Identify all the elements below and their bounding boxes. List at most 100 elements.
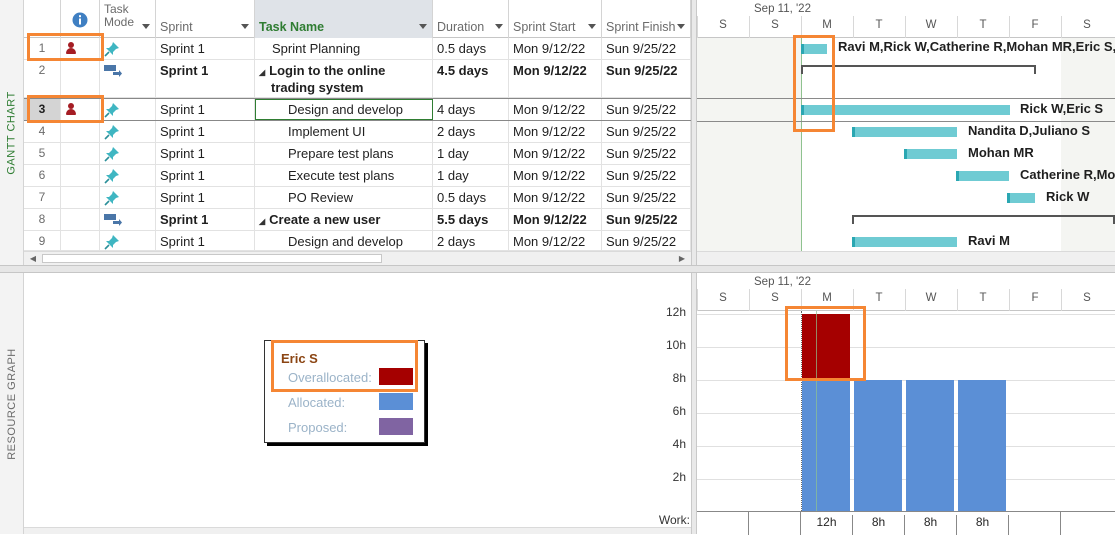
table-row[interactable]: 5 Sprint 1 Prepare test plans 1 day Mon 9/12… [24, 143, 691, 165]
overallocated-bar[interactable] [802, 314, 850, 380]
summary-bar[interactable] [801, 65, 1036, 74]
task-bar[interactable] [852, 127, 957, 137]
duration-cell[interactable]: 1 day [433, 143, 509, 164]
sprint-start-cell[interactable]: Mon 9/12/22 [509, 60, 602, 97]
duration-cell[interactable]: 0.5 days [433, 38, 509, 59]
table-row[interactable]: 1 Sprint 1 Sprint Planning 0.5 days Mon 9/12… [24, 38, 691, 60]
task-bar[interactable] [852, 237, 957, 247]
table-row[interactable]: 6 Sprint 1 Execute test plans 1 day Mon 9/12… [24, 165, 691, 187]
sprint-cell[interactable]: Sprint 1 [156, 143, 255, 164]
duration-cell[interactable]: 2 days [433, 121, 509, 142]
sprint-cell[interactable]: Sprint 1 [156, 209, 255, 230]
sprint-cell[interactable]: Sprint 1 [156, 231, 255, 250]
sprint-start-cell[interactable]: Mon 9/12/22 [509, 187, 602, 208]
sprint-cell[interactable]: Sprint 1 [156, 38, 255, 59]
overallocated-resource-icon[interactable] [65, 103, 77, 115]
gantt-chart-area[interactable]: Ravi M,Rick W,Catherine R,Mohan MR,Eric … [697, 38, 1115, 265]
duration-cell[interactable]: 1 day [433, 165, 509, 186]
row-number[interactable]: 7 [24, 187, 61, 208]
task-bar[interactable] [801, 105, 1010, 115]
task-name-cell[interactable]: ◢ Create a new user [255, 209, 433, 230]
summary-bar[interactable] [852, 215, 1115, 224]
task-bar[interactable] [801, 44, 827, 54]
sprint-start-cell[interactable]: Mon 9/12/22 [509, 121, 602, 142]
allocated-bar[interactable] [802, 380, 850, 511]
gantt-view-label[interactable]: GANTT CHART [0, 0, 24, 266]
sprint-start-cell[interactable]: Mon 9/12/22 [509, 38, 602, 59]
task-name-cell[interactable]: Prepare test plans [255, 143, 433, 164]
sprint-start-cell[interactable]: Mon 9/12/22 [509, 165, 602, 186]
gantt-horizontal-scrollbar[interactable] [697, 251, 1115, 265]
scroll-left-icon[interactable]: ◀ [29, 254, 37, 263]
row-number[interactable]: 4 [24, 121, 61, 142]
sprint-cell[interactable]: Sprint 1 [156, 121, 255, 142]
scroll-thumb[interactable] [42, 254, 382, 263]
task-name-cell[interactable]: Execute test plans [255, 165, 433, 186]
resource-horizontal-scrollbar[interactable] [24, 527, 691, 534]
allocated-bar[interactable] [906, 380, 954, 511]
task-bar[interactable] [904, 149, 957, 159]
sprint-finish-cell[interactable]: Sun 9/25/22 [602, 187, 691, 208]
table-row[interactable]: 3 Sprint 1 Design and develop 4 days Mon 9/1… [24, 98, 691, 121]
sprint-cell[interactable]: Sprint 1 [156, 60, 255, 97]
indicators-header[interactable] [61, 0, 100, 38]
duration-cell[interactable]: 4 days [433, 99, 509, 120]
allocated-bar[interactable] [958, 380, 1006, 511]
duration-cell[interactable]: 5.5 days [433, 209, 509, 230]
sprint-finish-cell[interactable]: Sun 9/25/22 [602, 38, 691, 59]
task-mode-cell[interactable] [100, 99, 156, 120]
chevron-down-icon[interactable] [495, 24, 503, 29]
task-name-cell[interactable]: Design and develop [255, 231, 433, 250]
duration-cell[interactable]: 4.5 days [433, 60, 509, 97]
row-number[interactable]: 3 [24, 99, 61, 120]
resource-graph-view-label[interactable]: RESOURCE GRAPH [0, 273, 24, 534]
task-name-cell[interactable]: Implement UI [255, 121, 433, 142]
sprint-start-header[interactable]: Sprint Start [509, 0, 602, 38]
grid-horizontal-scrollbar[interactable]: ◀ ▶ [24, 251, 691, 265]
task-mode-cell[interactable] [100, 38, 156, 59]
resource-timescale[interactable]: Sep 11, '22 S S M T W T F S [697, 273, 1115, 311]
task-mode-cell[interactable] [100, 143, 156, 164]
sprint-finish-cell[interactable]: Sun 9/25/22 [602, 60, 691, 97]
duration-header[interactable]: Duration [433, 0, 509, 38]
task-mode-cell[interactable] [100, 60, 156, 97]
task-name-cell[interactable]: ◢ Login to the online trading system [255, 60, 433, 97]
task-mode-cell[interactable] [100, 231, 156, 250]
table-row[interactable]: 7 Sprint 1 PO Review 0.5 days Mon 9/12/22 Sun… [24, 187, 691, 209]
sprint-finish-cell[interactable]: Sun 9/25/22 [602, 143, 691, 164]
sprint-cell[interactable]: Sprint 1 [156, 99, 255, 120]
task-bar[interactable] [956, 171, 1009, 181]
collapse-triangle-icon[interactable]: ◢ [259, 217, 266, 226]
task-mode-cell[interactable] [100, 165, 156, 186]
task-mode-cell[interactable] [100, 121, 156, 142]
task-mode-cell[interactable] [100, 187, 156, 208]
sprint-finish-cell[interactable]: Sun 9/25/22 [602, 209, 691, 230]
duration-cell[interactable]: 0.5 days [433, 187, 509, 208]
sprint-start-cell[interactable]: Mon 9/12/22 [509, 209, 602, 230]
table-row[interactable]: 9 Sprint 1 Design and develop 2 days Mon 9/1… [24, 231, 691, 251]
sprint-finish-cell[interactable]: Sun 9/25/22 [602, 165, 691, 186]
task-mode-cell[interactable] [100, 209, 156, 230]
chevron-down-icon[interactable] [241, 24, 249, 29]
row-number[interactable]: 5 [24, 143, 61, 164]
row-number[interactable]: 1 [24, 38, 61, 59]
view-splitter[interactable] [0, 265, 1115, 273]
sprint-start-cell[interactable]: Mon 9/12/22 [509, 143, 602, 164]
sprint-finish-cell[interactable]: Sun 9/25/22 [602, 231, 691, 250]
row-number-header[interactable] [24, 0, 61, 38]
sprint-start-cell[interactable]: Mon 9/12/22 [509, 99, 602, 120]
sprint-header[interactable]: Sprint [156, 0, 255, 38]
row-number[interactable]: 6 [24, 165, 61, 186]
sprint-start-cell[interactable]: Mon 9/12/22 [509, 231, 602, 250]
resource-graph-area[interactable] [697, 311, 1115, 511]
sprint-cell[interactable]: Sprint 1 [156, 165, 255, 186]
sprint-cell[interactable]: Sprint 1 [156, 187, 255, 208]
task-name-cell[interactable]: PO Review [255, 187, 433, 208]
task-name-header[interactable]: Task Name [255, 0, 433, 38]
row-number[interactable]: 8 [24, 209, 61, 230]
table-row[interactable]: 8 Sprint 1 ◢ Create a new user 5.5 days Mon 9… [24, 209, 691, 231]
task-bar[interactable] [1007, 193, 1035, 203]
sprint-finish-cell[interactable]: Sun 9/25/22 [602, 99, 691, 120]
chevron-down-icon[interactable] [677, 24, 685, 29]
chevron-down-icon[interactable] [142, 24, 150, 29]
